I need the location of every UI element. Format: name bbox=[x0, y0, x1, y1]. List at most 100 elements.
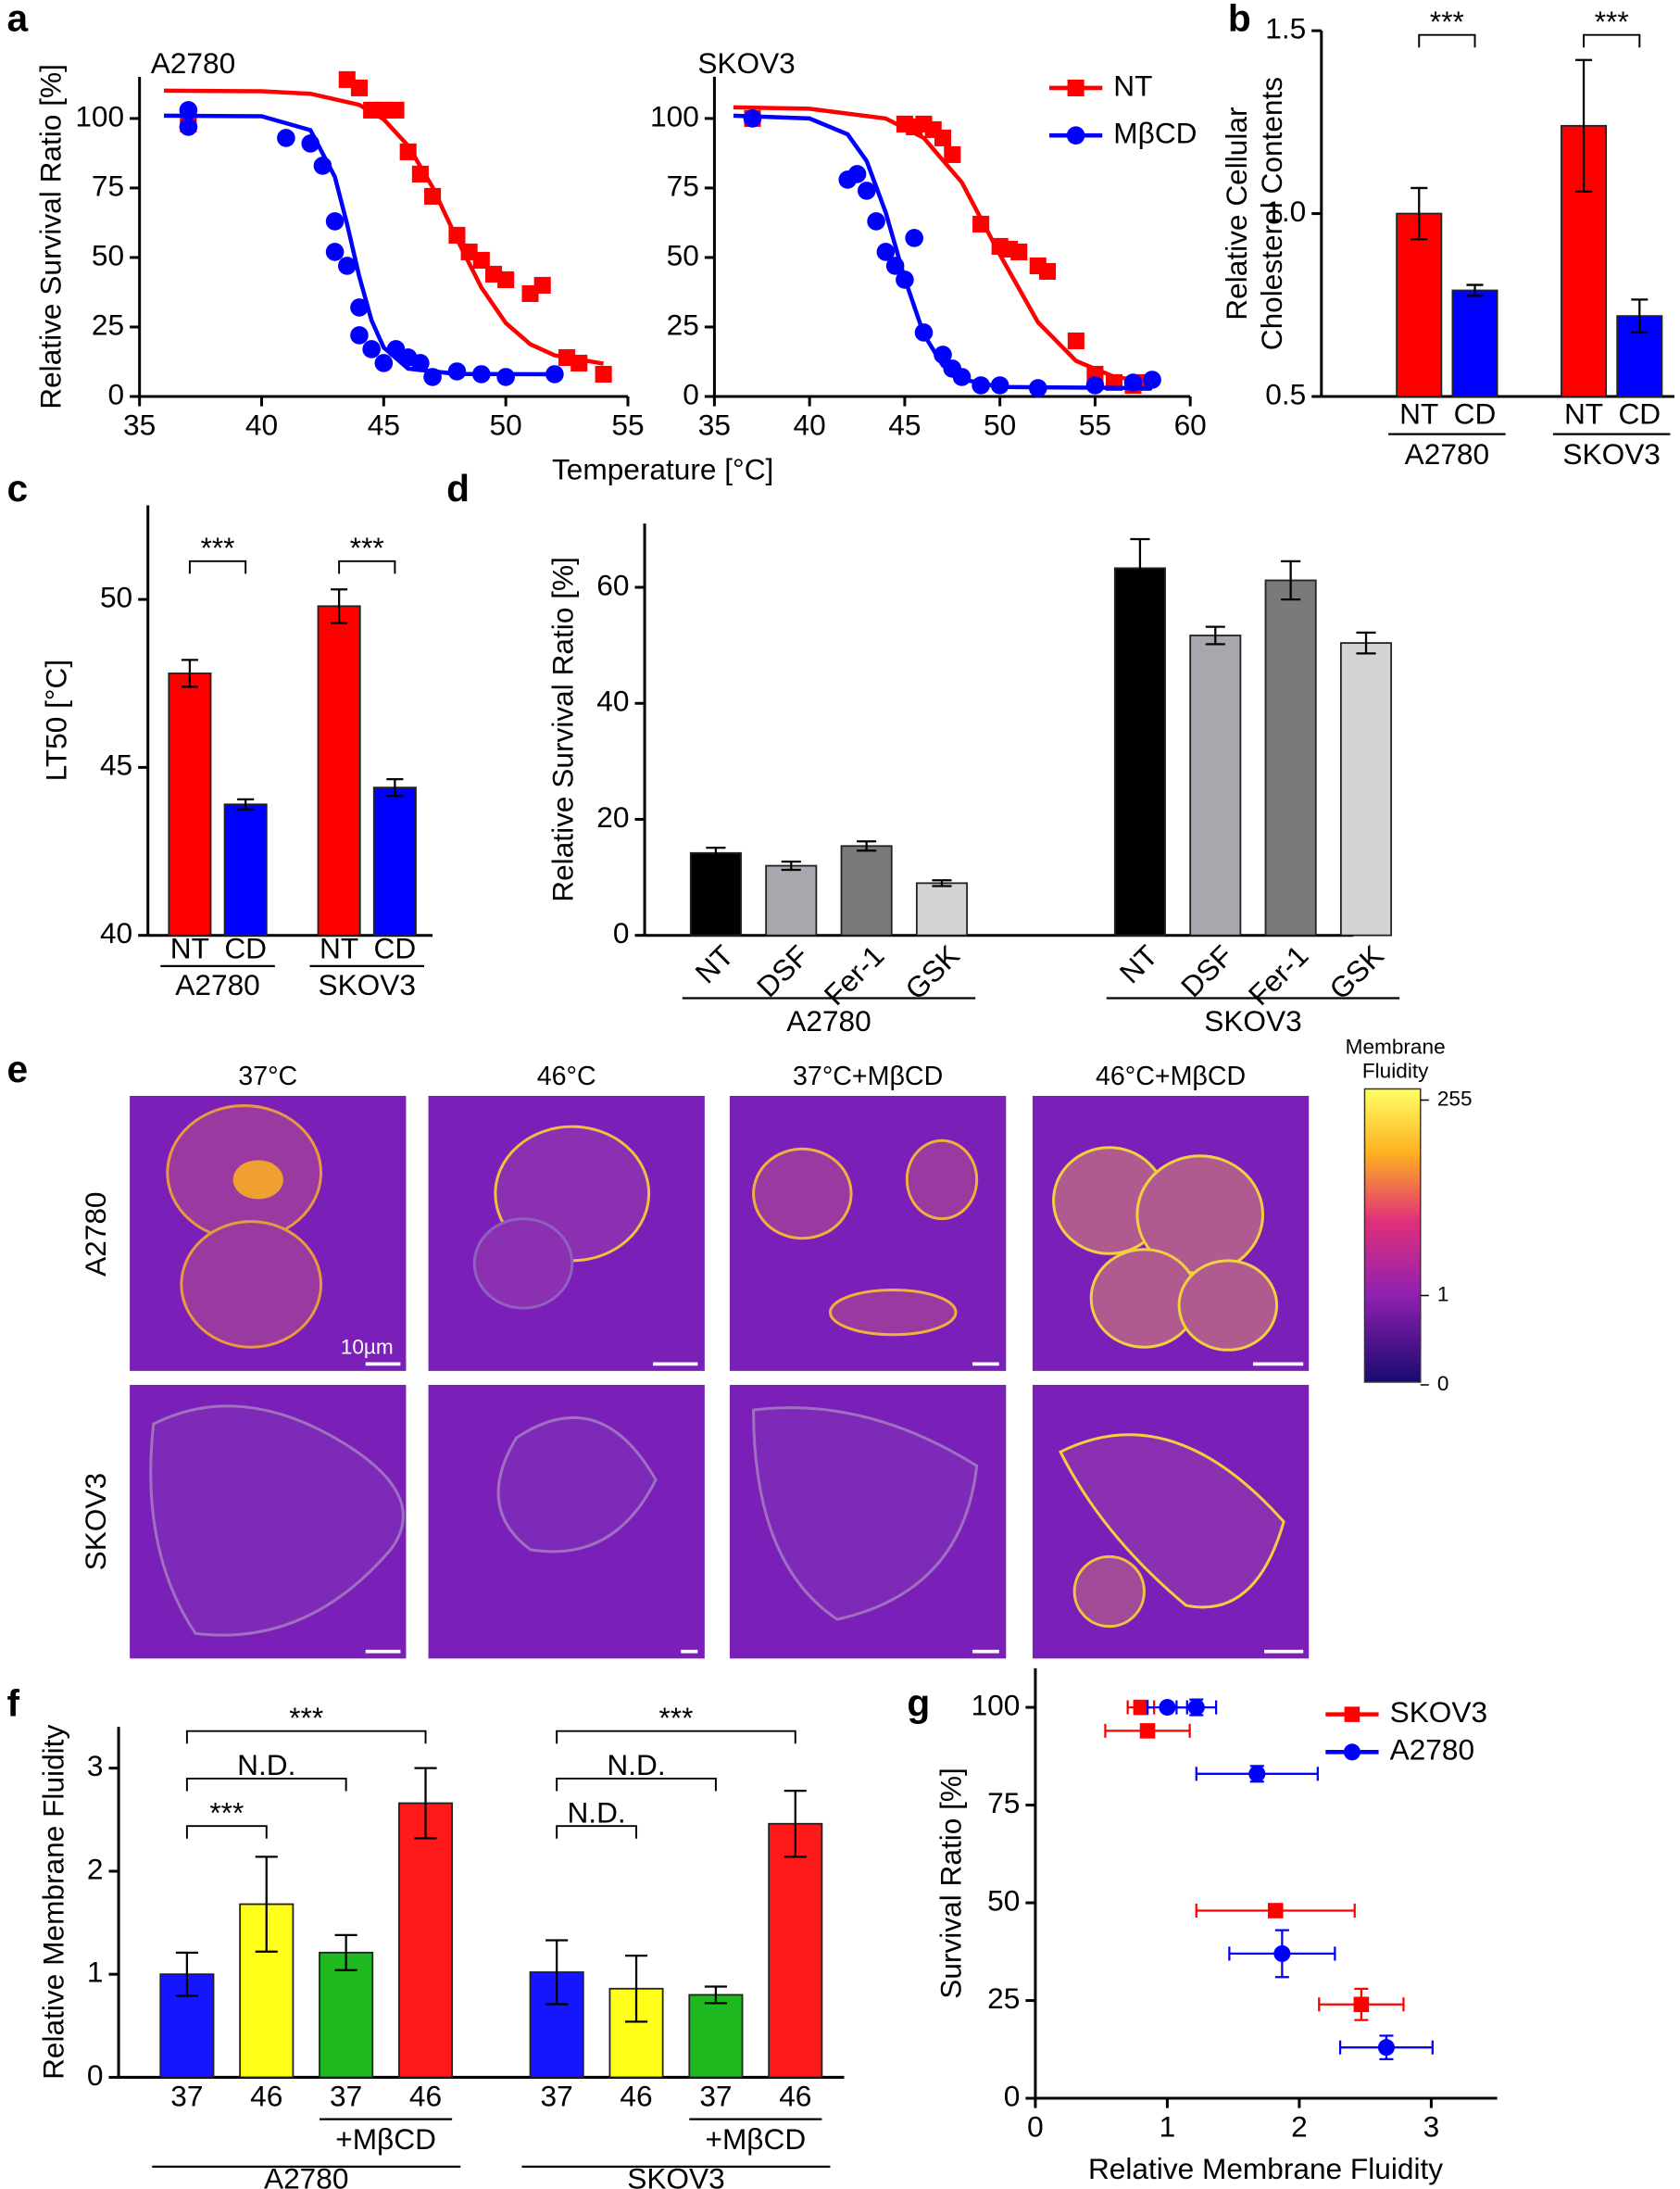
y-tick-label: 20 bbox=[596, 800, 629, 834]
cell bbox=[1059, 1433, 1285, 1609]
legend-label: SKOV3 bbox=[1390, 1695, 1487, 1729]
x-tick-label: NT bbox=[170, 932, 209, 965]
bar bbox=[688, 1994, 744, 2079]
y-tick-label: 50 bbox=[987, 1883, 1020, 1917]
y-tick-label: 60 bbox=[596, 568, 629, 601]
marker bbox=[301, 134, 320, 153]
error-bar bbox=[331, 588, 348, 624]
x-tick-label: 40 bbox=[794, 409, 826, 442]
column-label: 46°C+MβCD bbox=[1096, 1062, 1246, 1091]
legend-marker bbox=[1343, 1743, 1360, 1761]
x-tick-label: NT bbox=[1399, 396, 1438, 430]
marker bbox=[179, 118, 198, 136]
chart-title: A2780 bbox=[151, 46, 235, 80]
marker bbox=[1267, 1903, 1284, 1919]
x-tick-label: 37 bbox=[170, 2079, 203, 2112]
significance-bracket bbox=[185, 1825, 268, 1839]
significance-label: *** bbox=[659, 1701, 694, 1734]
panel-label: b bbox=[1228, 0, 1251, 39]
y-tick-label: 40 bbox=[596, 685, 629, 718]
significance-label: *** bbox=[209, 1795, 244, 1829]
y-axis-label: Cholesterol Contents bbox=[1255, 77, 1288, 350]
error-bar bbox=[334, 1933, 357, 1971]
x-tick-label: 46 bbox=[620, 2079, 652, 2112]
marker bbox=[1085, 376, 1105, 395]
error-bar bbox=[857, 840, 877, 852]
x-tick-label: 46 bbox=[779, 2079, 811, 2112]
error-bar bbox=[255, 1856, 278, 1953]
error-bar bbox=[1575, 58, 1593, 194]
significance-bracket bbox=[1418, 33, 1476, 48]
marker bbox=[1273, 1944, 1291, 1962]
x-tick-label: Fer-1 bbox=[818, 938, 891, 1012]
column-label: 37°C bbox=[238, 1062, 297, 1091]
marker bbox=[934, 129, 952, 146]
x-tick-label: NT bbox=[320, 932, 358, 965]
marker bbox=[944, 145, 961, 163]
error-bar bbox=[624, 1955, 648, 2023]
significance-label: N.D. bbox=[237, 1748, 295, 1781]
x-tick-label: GSK bbox=[1323, 938, 1390, 1006]
y-tick-label: 1.5 bbox=[1265, 12, 1306, 45]
cell bbox=[149, 1404, 405, 1637]
x-tick-label: 50 bbox=[490, 409, 522, 442]
marker bbox=[1377, 2039, 1395, 2057]
marker bbox=[896, 270, 914, 289]
bar bbox=[1396, 212, 1443, 397]
colorbar-title: Fluidity bbox=[1362, 1059, 1429, 1082]
significance-bracket bbox=[1583, 33, 1641, 48]
marker bbox=[350, 298, 369, 317]
marker bbox=[325, 243, 345, 261]
y-tick-label: 0 bbox=[613, 916, 630, 950]
colorbar bbox=[1363, 1088, 1422, 1383]
significance-label: *** bbox=[201, 531, 235, 564]
marker bbox=[1159, 1699, 1176, 1717]
colorbar-tick-label: 255 bbox=[1437, 1087, 1473, 1110]
marker bbox=[337, 257, 357, 275]
marker bbox=[471, 365, 491, 384]
y-tick-label: 75 bbox=[92, 169, 124, 202]
significance-bracket bbox=[185, 1777, 347, 1792]
microscopy-images bbox=[130, 1088, 1422, 1659]
marker bbox=[325, 212, 345, 231]
legend-marker bbox=[1344, 1706, 1360, 1722]
group-label: A2780 bbox=[175, 968, 259, 1001]
bar bbox=[765, 864, 818, 937]
colorbar-title: Membrane bbox=[1346, 1036, 1446, 1059]
group-label: SKOV3 bbox=[1562, 437, 1660, 471]
bar bbox=[915, 882, 969, 937]
group-label: A2780 bbox=[264, 2161, 348, 2189]
legend-label: MβCD bbox=[1113, 117, 1197, 150]
error-bar bbox=[704, 1985, 727, 2005]
marker bbox=[313, 157, 332, 175]
bar bbox=[768, 1822, 823, 2079]
x-tick-label: 46 bbox=[250, 2079, 282, 2112]
error-bar bbox=[1205, 625, 1225, 646]
significance-label: N.D. bbox=[567, 1795, 625, 1829]
bar bbox=[319, 1951, 374, 2079]
cell-spot bbox=[232, 1160, 283, 1200]
y-tick-label: 0.5 bbox=[1265, 377, 1306, 410]
y-tick-label: 3 bbox=[87, 1749, 104, 1782]
y-tick-label: 0 bbox=[107, 377, 124, 410]
y-tick-label: 100 bbox=[650, 99, 699, 132]
x-tick-label: 3 bbox=[1423, 2110, 1440, 2144]
bar bbox=[689, 851, 742, 937]
bar bbox=[608, 1987, 664, 2079]
x-tick-label: 46 bbox=[409, 2079, 442, 2112]
row-label: A2780 bbox=[79, 1191, 112, 1276]
y-tick-label: 0 bbox=[1004, 2079, 1021, 2112]
y-tick-label: 100 bbox=[972, 1688, 1021, 1721]
error-bar bbox=[1410, 186, 1428, 241]
marker bbox=[350, 79, 369, 96]
group-label: A2780 bbox=[786, 1004, 871, 1038]
y-tick-label: 2 bbox=[87, 1852, 104, 1885]
x-tick-label: 55 bbox=[1079, 409, 1111, 442]
x-axis-label: Relative Membrane Fluidity bbox=[1088, 2152, 1443, 2185]
x-tick-label: GSK bbox=[898, 938, 966, 1006]
marker bbox=[1028, 379, 1047, 397]
marker bbox=[847, 165, 867, 183]
group-label: A2780 bbox=[1405, 437, 1489, 471]
x-tick-label: CD bbox=[374, 932, 417, 965]
error-bar bbox=[1631, 298, 1649, 334]
